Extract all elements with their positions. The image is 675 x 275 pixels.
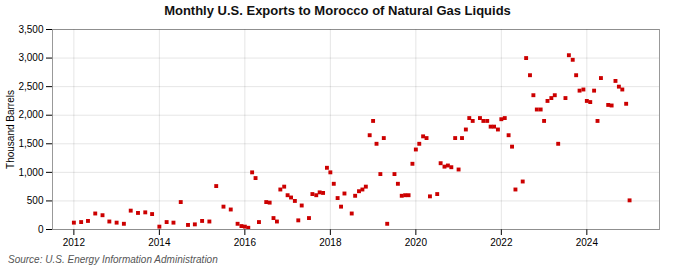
html-text:Source: U.S. Energy Informatio: Source: U.S. Energy Information Administ… bbox=[8, 254, 218, 265]
svg-text:0: 0 bbox=[38, 224, 44, 235]
svg-text:3,000: 3,000 bbox=[18, 52, 43, 63]
svg-text:500: 500 bbox=[27, 195, 44, 206]
svg-text:2024: 2024 bbox=[576, 237, 599, 248]
svg-text:2020: 2020 bbox=[405, 237, 428, 248]
svg-text:2012: 2012 bbox=[63, 237, 86, 248]
svg-text:2018: 2018 bbox=[319, 237, 342, 248]
svg-text:Thousand Barrels: Thousand Barrels bbox=[5, 90, 16, 169]
svg-text:2022: 2022 bbox=[490, 237, 513, 248]
svg-text:2016: 2016 bbox=[234, 237, 257, 248]
svg-text:2,500: 2,500 bbox=[18, 81, 43, 92]
svg-text:3,500: 3,500 bbox=[18, 24, 43, 35]
svg-text:1,000: 1,000 bbox=[18, 167, 43, 178]
svg-text:2014: 2014 bbox=[148, 237, 171, 248]
svg-text:1,500: 1,500 bbox=[18, 138, 43, 149]
svg-text:2,000: 2,000 bbox=[18, 109, 43, 120]
html-text:Monthly U.S. Exports to Morocc: Monthly U.S. Exports to Morocco of Natur… bbox=[164, 3, 511, 18]
